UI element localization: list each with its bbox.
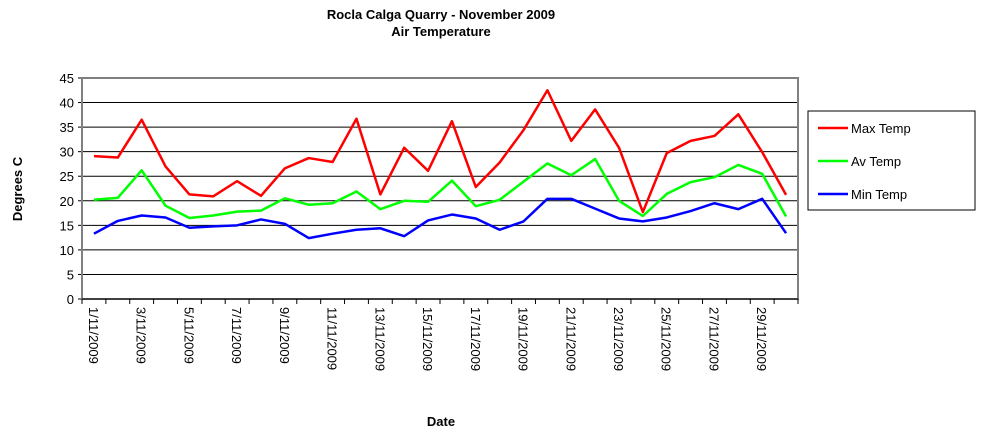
x-tick-label: 25/11/2009 [659, 307, 674, 371]
x-axis-label: Date [427, 414, 455, 429]
legend-label: Max Temp [851, 121, 911, 136]
y-tick-label: 40 [60, 96, 74, 111]
y-tick-label: 30 [60, 145, 74, 160]
y-tick-label: 35 [60, 120, 74, 135]
x-tick-label: 27/11/2009 [706, 307, 721, 371]
x-tick-label: 13/11/2009 [372, 307, 387, 371]
data-line [93, 157, 788, 220]
x-tick-label: 9/11/2009 [277, 307, 292, 364]
x-tick-label: 11/11/2009 [325, 307, 340, 370]
data-line [93, 197, 788, 240]
x-tick-label: 23/11/2009 [611, 307, 626, 371]
y-tick-label: 10 [60, 243, 74, 258]
x-tick-label: 29/11/2009 [754, 307, 769, 371]
data-line [93, 89, 788, 214]
x-tick-label: 5/11/2009 [181, 307, 196, 364]
y-tick-label: 0 [67, 292, 74, 307]
x-tick-label: 21/11/2009 [563, 307, 578, 371]
y-tick-label: 25 [60, 169, 74, 184]
x-tick-label: 15/11/2009 [420, 307, 435, 371]
plot-border [81, 77, 799, 300]
y-tick-label: 45 [60, 71, 74, 86]
y-tick-label: 5 [67, 267, 74, 282]
legend-label: Min Temp [851, 187, 907, 202]
y-tick-label: 15 [60, 218, 74, 233]
x-tick-label: 1/11/2009 [86, 307, 101, 364]
chart-subtitle: Air Temperature [391, 24, 490, 39]
x-tick-label: 19/11/2009 [516, 307, 531, 371]
legend-label: Av Temp [851, 154, 901, 169]
x-tick-label: 7/11/2009 [229, 307, 244, 364]
x-tick-label: 17/11/2009 [468, 307, 483, 371]
y-axis-label: Degrees C [10, 156, 25, 221]
chart-title: Rocla Calga Quarry - November 2009 [327, 7, 555, 22]
y-tick-label: 20 [60, 194, 74, 209]
x-tick-label: 3/11/2009 [134, 307, 149, 364]
